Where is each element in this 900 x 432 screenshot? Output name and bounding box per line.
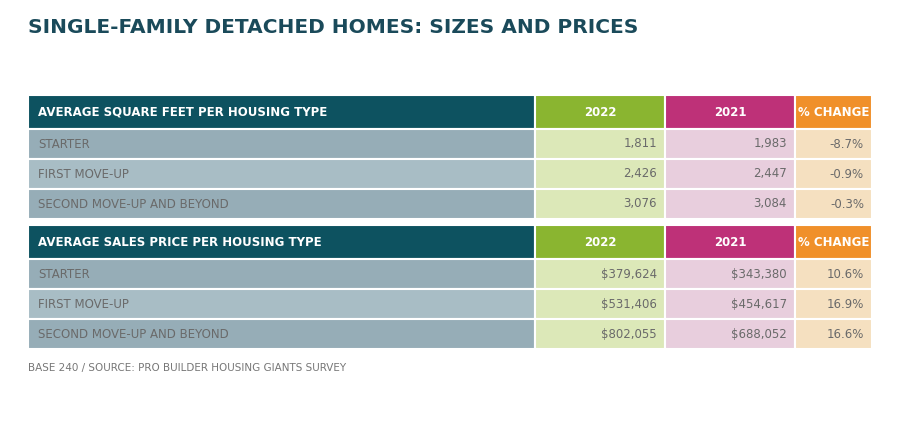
Bar [535, 159, 665, 189]
Text: $379,624: $379,624 [601, 267, 657, 280]
Text: -0.9%: -0.9% [830, 168, 864, 181]
Bar [28, 289, 535, 319]
Bar [665, 95, 795, 129]
Bar [665, 225, 795, 259]
Bar [28, 189, 535, 219]
Text: 3,076: 3,076 [624, 197, 657, 210]
Bar [28, 95, 535, 129]
Bar [28, 159, 535, 189]
Bar [28, 259, 535, 289]
Bar [795, 159, 872, 189]
Text: -8.7%: -8.7% [830, 137, 864, 150]
Bar [795, 289, 872, 319]
Text: FIRST MOVE-UP: FIRST MOVE-UP [38, 168, 129, 181]
Text: $454,617: $454,617 [731, 298, 787, 311]
Bar [535, 129, 665, 159]
Bar [535, 95, 665, 129]
Bar [535, 289, 665, 319]
Text: FIRST MOVE-UP: FIRST MOVE-UP [38, 298, 129, 311]
Bar [535, 189, 665, 219]
Bar [535, 319, 665, 349]
Text: $343,380: $343,380 [732, 267, 787, 280]
Bar [795, 259, 872, 289]
Bar [665, 129, 795, 159]
Text: 2,426: 2,426 [623, 168, 657, 181]
Bar [28, 319, 535, 349]
Text: 2021: 2021 [714, 235, 746, 248]
Text: SINGLE-FAMILY DETACHED HOMES: SIZES AND PRICES: SINGLE-FAMILY DETACHED HOMES: SIZES AND … [28, 18, 638, 37]
Text: % CHANGE: % CHANGE [797, 235, 869, 248]
Bar [795, 129, 872, 159]
Text: % CHANGE: % CHANGE [797, 105, 869, 118]
Bar [665, 159, 795, 189]
Text: SECOND MOVE-UP AND BEYOND: SECOND MOVE-UP AND BEYOND [38, 327, 229, 340]
Text: AVERAGE SALES PRICE PER HOUSING TYPE: AVERAGE SALES PRICE PER HOUSING TYPE [38, 235, 321, 248]
Text: 2022: 2022 [584, 105, 616, 118]
Text: STARTER: STARTER [38, 267, 90, 280]
Text: 10.6%: 10.6% [827, 267, 864, 280]
Text: 2021: 2021 [714, 105, 746, 118]
Text: $688,052: $688,052 [731, 327, 787, 340]
Text: -0.3%: -0.3% [830, 197, 864, 210]
Bar [665, 189, 795, 219]
Text: SECOND MOVE-UP AND BEYOND: SECOND MOVE-UP AND BEYOND [38, 197, 229, 210]
Bar [665, 289, 795, 319]
Bar [795, 319, 872, 349]
Bar [665, 319, 795, 349]
Text: 16.9%: 16.9% [826, 298, 864, 311]
Text: 1,811: 1,811 [624, 137, 657, 150]
Text: STARTER: STARTER [38, 137, 90, 150]
Bar [795, 95, 872, 129]
Bar [795, 225, 872, 259]
Text: $802,055: $802,055 [601, 327, 657, 340]
Text: 2022: 2022 [584, 235, 616, 248]
Text: AVERAGE SQUARE FEET PER HOUSING TYPE: AVERAGE SQUARE FEET PER HOUSING TYPE [38, 105, 328, 118]
Bar [535, 225, 665, 259]
Text: $531,406: $531,406 [601, 298, 657, 311]
Bar [665, 259, 795, 289]
Text: 3,084: 3,084 [753, 197, 787, 210]
Text: 2,447: 2,447 [753, 168, 787, 181]
Bar [28, 129, 535, 159]
Text: 16.6%: 16.6% [826, 327, 864, 340]
Text: BASE 240 / SOURCE: PRO BUILDER HOUSING GIANTS SURVEY: BASE 240 / SOURCE: PRO BUILDER HOUSING G… [28, 363, 346, 373]
Bar [795, 189, 872, 219]
Bar [535, 259, 665, 289]
Text: 1,983: 1,983 [753, 137, 787, 150]
Bar [28, 225, 535, 259]
